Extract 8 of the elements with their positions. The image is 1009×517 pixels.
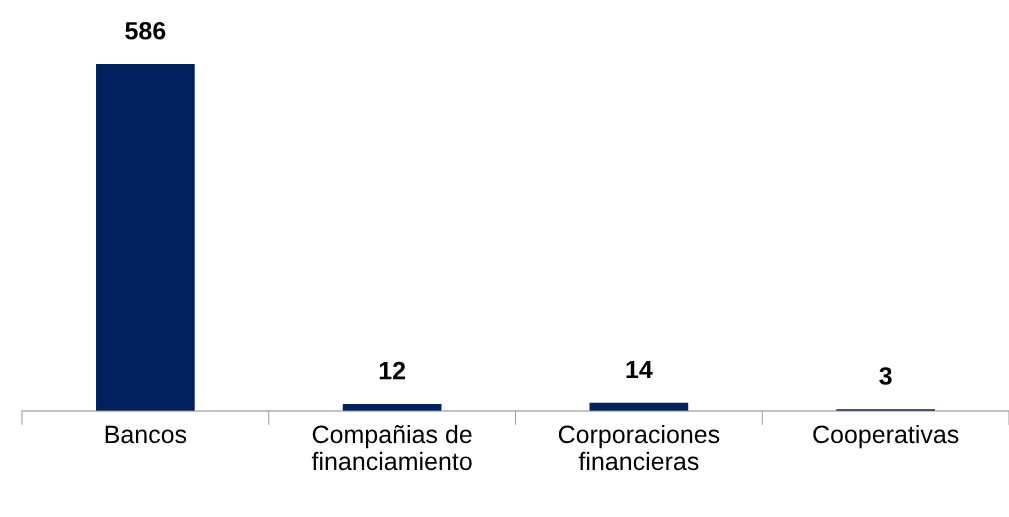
data-label: 14 xyxy=(626,360,653,379)
data-label: 3 xyxy=(879,367,892,385)
x-tick-label: Bancos xyxy=(105,425,187,444)
x-tick-label: Corporaciones financieras xyxy=(558,424,720,471)
x-tick-label: Cooperativas xyxy=(813,424,959,449)
data-label: 586 xyxy=(125,21,166,40)
data-label: 12 xyxy=(379,361,406,380)
x-tick-label: Compañias de financiamiento xyxy=(311,424,472,471)
